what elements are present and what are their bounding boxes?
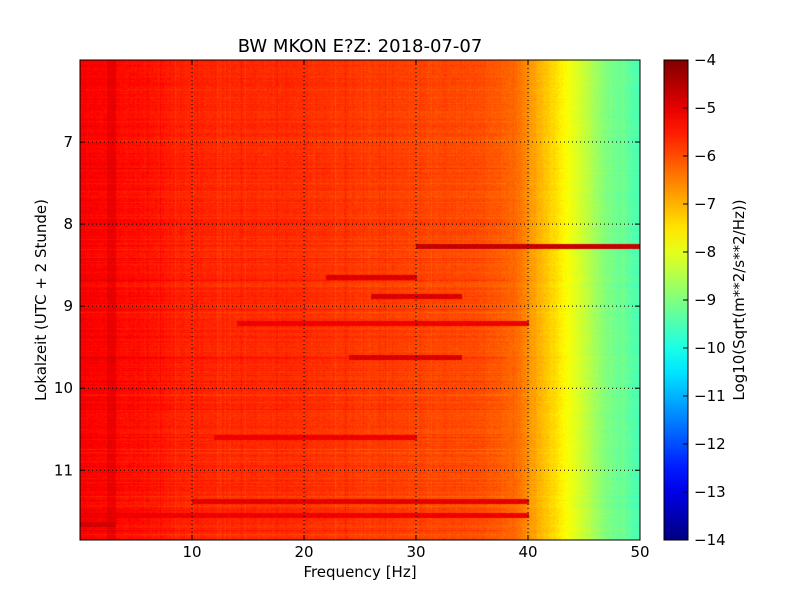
x-axis: 10 20 30 40 50 bbox=[182, 60, 650, 561]
x-tick-label: 40 bbox=[518, 543, 537, 561]
colorbar: −4 −5 −6 −7 −8 −9 −10 −11 −12 −13 −14 bbox=[663, 51, 726, 549]
x-tick-label: 10 bbox=[182, 543, 201, 561]
colorbar-label: Log10(Sqrt(m**2/s**2/Hz)) bbox=[730, 199, 748, 400]
colorbar-tick-label: −9 bbox=[694, 291, 716, 309]
colorbar-tick-label: −12 bbox=[694, 435, 726, 453]
spectrogram-heatmap bbox=[80, 60, 640, 540]
colorbar-tick-label: −13 bbox=[694, 483, 726, 501]
colorbar-tick-label: −4 bbox=[694, 51, 716, 69]
grid-lines bbox=[80, 60, 640, 540]
colorbar-tick-label: −10 bbox=[694, 339, 726, 357]
y-axis-label: Lokalzeit (UTC + 2 Stunde) bbox=[32, 199, 50, 401]
colorbar-tick-label: −7 bbox=[694, 195, 716, 213]
plot-frame bbox=[79, 59, 641, 541]
chart-title: BW MKON E?Z: 2018-07-07 bbox=[238, 36, 483, 57]
y-tick-label: 11 bbox=[54, 461, 73, 479]
colorbar-tick-label: −6 bbox=[694, 147, 716, 165]
colorbar-tick-label: −14 bbox=[694, 531, 726, 549]
y-tick-label: 9 bbox=[63, 297, 73, 315]
x-axis-label: Frequency [Hz] bbox=[303, 563, 416, 581]
x-tick-label: 20 bbox=[294, 543, 313, 561]
plot-area: 10 20 30 40 50 7 8 9 10 11 bbox=[54, 59, 650, 561]
y-axis: 7 8 9 10 11 bbox=[54, 133, 640, 479]
x-tick-label: 50 bbox=[630, 543, 649, 561]
y-tick-label: 10 bbox=[54, 379, 73, 397]
y-tick-label: 7 bbox=[63, 133, 73, 151]
colorbar-ticks: −4 −5 −6 −7 −8 −9 −10 −11 −12 −13 −14 bbox=[683, 51, 726, 549]
y-tick-label: 8 bbox=[63, 215, 73, 233]
x-tick-label: 30 bbox=[406, 543, 425, 561]
colorbar-tick-label: −5 bbox=[694, 99, 716, 117]
colorbar-tick-label: −11 bbox=[694, 387, 726, 405]
colorbar-tick-label: −8 bbox=[694, 243, 716, 261]
